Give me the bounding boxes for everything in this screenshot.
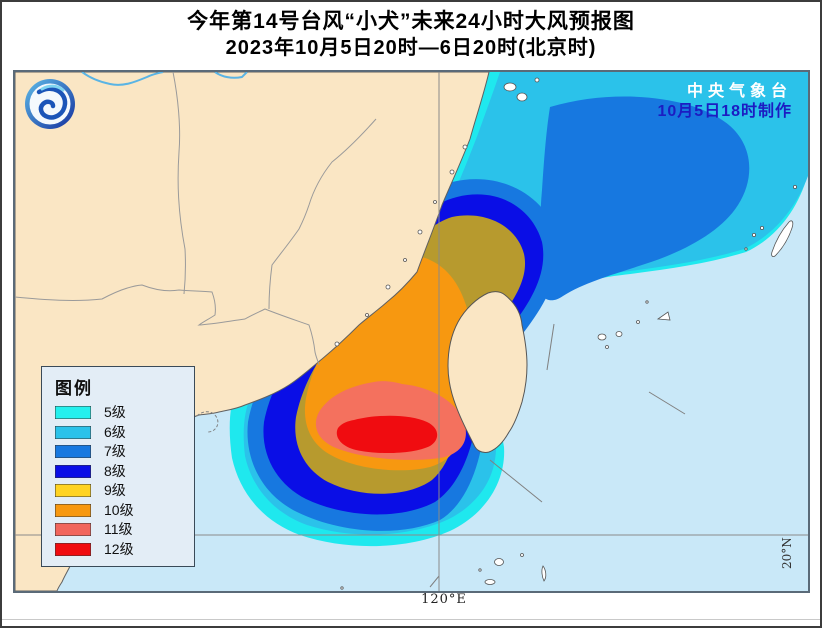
map-canvas: 20°N xyxy=(15,72,808,591)
watermark-block: 中央气象台 10月5日18时制作 xyxy=(658,82,793,122)
islet xyxy=(385,284,391,290)
legend-item-6: 6级 xyxy=(55,423,194,440)
islet xyxy=(534,77,540,83)
legend-label: 12级 xyxy=(104,540,134,557)
province-border-3 xyxy=(15,284,320,366)
islet xyxy=(656,311,671,321)
islet xyxy=(503,82,517,92)
islet xyxy=(541,565,547,582)
legend-swatch xyxy=(55,464,91,478)
boundary-mark xyxy=(648,391,686,415)
boundary-marks-group xyxy=(196,323,686,588)
province-border-2 xyxy=(268,118,377,310)
boundary-mark xyxy=(429,575,440,588)
islet xyxy=(752,232,757,237)
meridian-label: 120°E xyxy=(421,592,467,607)
legend-swatch xyxy=(55,523,91,536)
legend-label: 6级 xyxy=(104,423,126,440)
legend-item-11: 11级 xyxy=(55,521,194,537)
wind-zone-12-area xyxy=(336,415,438,454)
islet xyxy=(520,553,524,557)
islet xyxy=(403,258,407,262)
islet xyxy=(494,558,504,566)
legend-item-7: 7级 xyxy=(55,443,194,459)
legend-swatch xyxy=(55,484,91,497)
legend-label: 8级 xyxy=(104,462,126,479)
islet xyxy=(449,169,455,175)
legend-item-12: 12级 xyxy=(55,540,194,557)
legend-item-9: 9级 xyxy=(55,482,194,498)
legend-label: 11级 xyxy=(104,521,133,537)
legend-item-10: 10级 xyxy=(55,501,194,518)
river-line xyxy=(81,72,164,86)
legend-swatch xyxy=(55,503,91,517)
islet xyxy=(417,229,423,235)
islet xyxy=(744,247,748,251)
islet xyxy=(615,331,623,337)
islet xyxy=(636,320,640,324)
province-border-1 xyxy=(172,72,186,295)
legend-swatch xyxy=(55,542,91,556)
islet xyxy=(597,333,607,341)
boundary-mark xyxy=(489,459,543,503)
islet xyxy=(793,185,798,190)
islet xyxy=(334,341,340,347)
legend-label: 9级 xyxy=(104,482,126,498)
parallel-label: 20°N xyxy=(780,537,794,569)
legend-swatch xyxy=(55,425,91,439)
issue-time-watermark: 10月5日18时制作 xyxy=(657,103,792,120)
islet xyxy=(433,200,437,204)
islands-group xyxy=(334,77,798,590)
dashed-boundary xyxy=(196,411,219,433)
page-title: 今年第14号台风“小犬”未来24小时大风预报图 xyxy=(187,10,635,33)
legend-item-5: 5级 xyxy=(55,404,194,420)
cma-logo-icon xyxy=(23,77,77,131)
taiwan-island xyxy=(447,291,528,453)
islet xyxy=(478,568,482,572)
forecast-map: 20°N 中央气象台 10月5日18时制作 xyxy=(13,70,810,593)
legend-title: 图例 xyxy=(55,379,93,398)
legend-label: 7级 xyxy=(104,443,126,459)
ryukyu-island xyxy=(771,220,794,258)
page-subtitle: 2023年10月5日20时—6日20时(北京时) xyxy=(225,37,597,59)
title-block: 今年第14号台风“小犬”未来24小时大风预报图 2023年10月5日20时—6日… xyxy=(2,8,820,61)
islet xyxy=(645,300,649,304)
islet xyxy=(365,313,369,317)
bottom-divider xyxy=(2,619,820,620)
legend-label: 10级 xyxy=(104,501,134,518)
agency-watermark: 中央气象台 xyxy=(686,83,792,100)
islet xyxy=(760,225,765,230)
islet xyxy=(462,144,468,150)
boundary-mark xyxy=(546,323,555,371)
legend-box: 图例 5级 6级 7级 8级 9级 10 xyxy=(41,366,195,567)
legend-swatch xyxy=(55,406,91,419)
legend-swatch xyxy=(55,445,91,458)
islet xyxy=(340,586,344,590)
islet xyxy=(484,579,496,585)
islet xyxy=(516,92,528,102)
legend-label: 5级 xyxy=(104,404,126,420)
islet xyxy=(605,345,609,349)
river-line-2 xyxy=(214,72,248,79)
legend-item-8: 8级 xyxy=(55,462,194,479)
